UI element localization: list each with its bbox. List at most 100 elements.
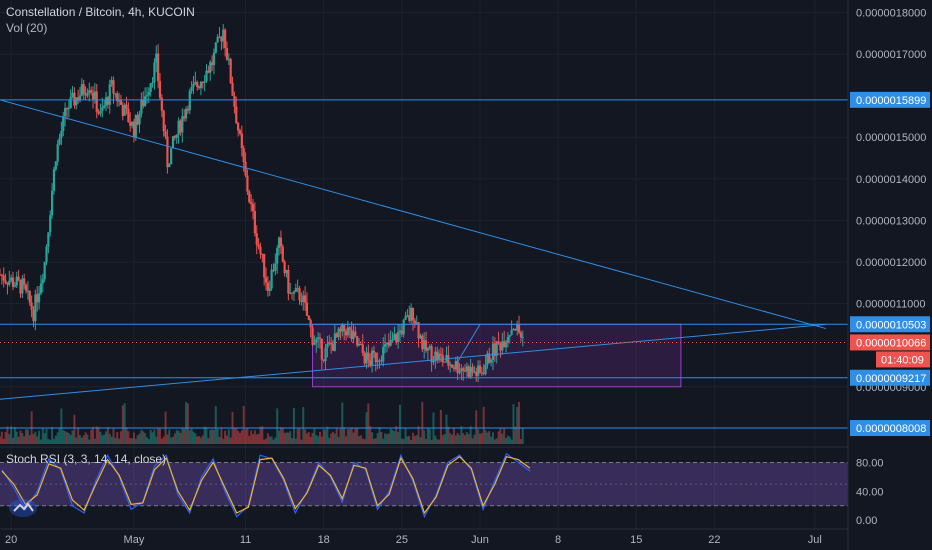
volume-bar: [287, 432, 290, 444]
candle-body: [179, 120, 182, 133]
volume-indicator-label[interactable]: Vol (20): [6, 21, 48, 35]
candle-body: [0, 274, 2, 276]
candle-body: [259, 246, 262, 254]
candle-body: [335, 333, 338, 338]
volume-bar: [248, 435, 251, 444]
candle-body: [114, 93, 117, 95]
volume-bar: [512, 404, 515, 444]
volume-bar: [402, 439, 405, 444]
candle-body: [36, 294, 39, 303]
candle-body: [382, 346, 385, 362]
candle-body: [395, 334, 398, 343]
candle-body: [54, 161, 57, 170]
candle-body: [393, 334, 396, 340]
volume-bar: [332, 431, 335, 444]
volume-bar: [263, 439, 266, 444]
volume-bar: [259, 426, 262, 444]
candle-body: [261, 253, 264, 255]
candle-body: [365, 352, 368, 364]
candle-body: [493, 343, 496, 356]
candle-body: [462, 368, 465, 371]
price-tick-label: 0.0000015000: [856, 132, 926, 144]
candle-body: [188, 90, 191, 111]
volume-bar: [333, 433, 336, 444]
level-price-label: 0.0000009217: [856, 373, 926, 385]
stoch-rsi-pane: [0, 446, 848, 519]
candle-body: [465, 366, 469, 372]
volume-bar: [136, 435, 139, 444]
volume-bar: [157, 427, 160, 444]
candle-body: [276, 248, 279, 264]
volume-bar: [225, 435, 228, 444]
candle-body: [454, 361, 457, 370]
candle-body: [473, 371, 476, 373]
volume-bar: [52, 438, 55, 444]
volume-bar: [358, 436, 361, 444]
candle-body: [52, 169, 56, 191]
volume-bar: [82, 435, 85, 444]
volume-bar: [112, 428, 115, 444]
volume-bar: [175, 430, 178, 444]
volume-bar: [84, 432, 87, 444]
trend-line: [457, 324, 481, 363]
volume-bar: [465, 432, 468, 444]
candle-body: [229, 59, 232, 83]
volume-bar: [21, 433, 24, 444]
volume-bar: [218, 437, 221, 444]
volume-bar: [183, 428, 186, 444]
volume-bar: [318, 431, 321, 444]
candle-body: [307, 315, 310, 321]
candle-body: [428, 346, 431, 349]
candle-body: [452, 367, 456, 370]
candle-body: [24, 284, 28, 291]
candle-body: [4, 280, 7, 283]
candle-body: [60, 131, 63, 139]
volume-bar: [227, 429, 230, 444]
symbol-title[interactable]: Constellation / Bitcoin, 4h, KUCOIN: [6, 5, 195, 19]
candle-body: [292, 291, 296, 294]
candle-body: [350, 329, 353, 340]
stoch-rsi-label[interactable]: Stoch RSI (3, 3, 14, 14, close): [6, 452, 167, 466]
volume-bar: [341, 402, 344, 444]
candle-body: [376, 360, 379, 363]
time-axis[interactable]: 20 May 11 18 25 Jun 8 15 22 Jul: [0, 528, 848, 546]
volume-bar: [458, 435, 461, 444]
volume-bar: [8, 434, 11, 444]
volume-bar: [441, 435, 444, 444]
volume-bar: [99, 431, 102, 444]
candle-body: [324, 347, 327, 361]
candle-body: [380, 360, 383, 362]
candle-body: [419, 335, 422, 339]
volume-bar: [426, 428, 429, 444]
volume-bar: [125, 427, 128, 444]
volume-bar: [363, 439, 366, 444]
time-tick-label: 25: [396, 534, 408, 546]
candle-body: [67, 108, 70, 110]
candle-body: [15, 276, 18, 286]
volume-bar: [291, 438, 294, 444]
price-axis[interactable]: 0.0000018000 0.0000017000 0.0000015000 0.00…: [847, 0, 932, 550]
candle-body: [49, 215, 52, 233]
volume-bar: [281, 427, 284, 444]
volume-bar: [255, 434, 258, 444]
candle-body: [344, 331, 348, 336]
candle-body: [298, 288, 301, 301]
candle-body: [512, 328, 515, 331]
volume-bar: [151, 432, 154, 444]
volume-bar: [235, 428, 238, 444]
candle-body: [65, 107, 69, 110]
volume-bar: [268, 436, 271, 444]
trend-lines[interactable]: [0, 99, 848, 429]
candle-body: [296, 288, 299, 290]
level-price-label: 0.0000010503: [856, 319, 926, 331]
candle-body: [423, 340, 426, 350]
volume-bar: [80, 437, 83, 444]
candle-body: [129, 122, 132, 126]
volume-bar: [419, 437, 422, 444]
tradingview-logo-icon[interactable]: [8, 498, 38, 518]
volume-bar: [118, 438, 121, 444]
volume-bar: [28, 434, 31, 444]
candle-body: [168, 164, 171, 168]
candle-body: [434, 351, 437, 362]
